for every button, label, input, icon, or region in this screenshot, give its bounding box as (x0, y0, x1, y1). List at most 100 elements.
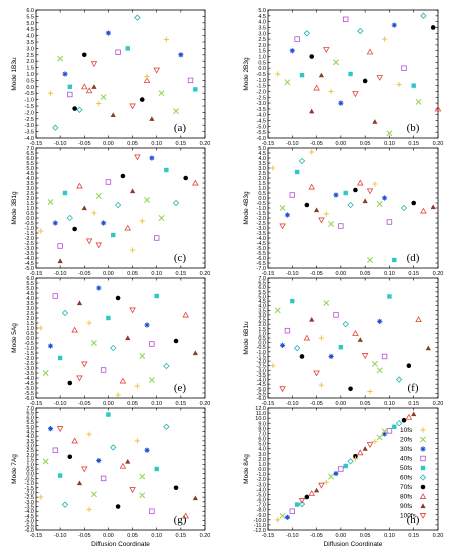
data-point (279, 512, 286, 519)
y-tick-label: 1.5 (258, 49, 266, 55)
data-point (328, 473, 335, 480)
data-point (361, 353, 369, 359)
data-point (343, 463, 348, 469)
x-axis-label: Diffusion Coordinate (91, 541, 150, 548)
data-point (381, 36, 388, 42)
y-tick-label: 0.0 (258, 66, 266, 72)
legend-label: 80fs (400, 494, 413, 501)
data-point (192, 350, 198, 356)
data-point (100, 367, 107, 373)
x-tick-label: 0.00 (103, 271, 114, 277)
data-point (338, 223, 344, 229)
y-tick-label: -1.5 (257, 211, 266, 217)
data-point (81, 361, 88, 368)
y-tick-label: 3.5 (258, 161, 266, 167)
y-tick-label: 3.5 (26, 439, 34, 445)
x-tick-label: -0.15 (30, 401, 43, 407)
data-point (153, 67, 160, 74)
x-tick-label: -0.05 (310, 533, 323, 539)
y-tick-label: 2.0 (258, 43, 266, 49)
data-point (57, 243, 63, 249)
y-tick-label: 2.0 (258, 457, 266, 463)
data-point (333, 470, 339, 477)
y-tick-label: 1.0 (258, 55, 266, 61)
data-point (279, 386, 286, 393)
data-point (289, 192, 295, 198)
data-point (275, 517, 281, 523)
y-tick-label: -3.0 (25, 123, 34, 129)
y-tick-label: 3.0 (258, 313, 266, 319)
data-point (275, 71, 281, 77)
data-point (386, 219, 393, 225)
data-point (318, 382, 325, 388)
data-point (362, 446, 368, 451)
y-tick-label: 4.0 (26, 34, 34, 40)
data-point (139, 97, 145, 102)
y-tick-label: 1.5 (258, 181, 266, 187)
x-tick-label: -0.05 (78, 401, 91, 407)
panel-label: (g) (174, 514, 187, 526)
data-point (90, 491, 97, 498)
y-tick-label: -9.0 (257, 513, 266, 519)
data-point (357, 449, 364, 456)
y-tick-label: 2.0 (26, 453, 34, 459)
data-point (125, 46, 130, 51)
data-point (139, 218, 145, 224)
x-tick-label: 0.10 (384, 141, 395, 147)
data-point (371, 360, 378, 367)
y-tick-label: 3.5 (26, 40, 34, 46)
y-tick-label: 3.5 (258, 308, 266, 314)
data-point (42, 458, 49, 465)
y-tick-label: -3.5 (25, 251, 34, 257)
y-tick-label: 4.0 (258, 447, 266, 453)
data-point (392, 257, 397, 263)
y-tick-label: 2.0 (26, 196, 34, 202)
x-tick-label: -0.05 (310, 271, 323, 277)
plot-frame (35, 277, 206, 399)
data-point (279, 342, 286, 348)
data-point (298, 498, 306, 504)
data-point (149, 116, 155, 121)
x-tick-label: -0.15 (30, 141, 43, 147)
x-tick-label: -0.10 (54, 401, 67, 407)
data-point (172, 199, 180, 207)
data-point (309, 149, 315, 155)
y-tick-label: -5.0 (25, 386, 34, 392)
legend-label: 40fs (400, 456, 413, 463)
y-tick-label: 0.0 (258, 467, 266, 473)
y-tick-label: 4.5 (258, 299, 266, 305)
y-tick-label: -5.0 (25, 519, 34, 525)
y-tick-label: 5.0 (258, 442, 266, 448)
plot-frame (267, 277, 439, 399)
data-point (38, 494, 44, 500)
data-point (91, 84, 97, 89)
data-point (333, 192, 339, 198)
y-tick-label: -1.5 (25, 486, 34, 492)
data-point (318, 335, 325, 341)
data-point (338, 100, 344, 106)
data-point (72, 226, 77, 232)
y-tick-label: -1.5 (25, 351, 34, 357)
x-tick-label: 0.00 (103, 533, 114, 539)
data-point (96, 285, 102, 291)
panel-a: -4.0-3.5-3.0-2.5-2.0-1.5-1.0-0.50.00.51.… (11, 8, 210, 147)
data-point (115, 49, 121, 55)
data-point (274, 307, 281, 314)
data-point (313, 370, 320, 377)
x-tick-label: -0.05 (310, 141, 323, 147)
y-tick-label: -4.0 (257, 487, 266, 493)
y-tick-label: 3.5 (26, 301, 34, 307)
y-tick-label: 0.0 (258, 341, 266, 347)
x-tick-label: 0.10 (151, 533, 162, 539)
y-tick-label: -0.5 (25, 341, 34, 347)
data-point (154, 293, 159, 299)
legend-marker (419, 474, 427, 481)
x-tick-label: 0.15 (408, 401, 419, 407)
y-tick-label: 6.5 (26, 151, 34, 157)
y-tick-label: 0.5 (26, 211, 34, 217)
data-point (343, 190, 348, 196)
data-point (342, 320, 349, 328)
y-tick-label: 6.0 (26, 156, 34, 162)
y-tick-label: -1.5 (25, 104, 34, 110)
y-tick-label: 0.5 (258, 336, 266, 342)
